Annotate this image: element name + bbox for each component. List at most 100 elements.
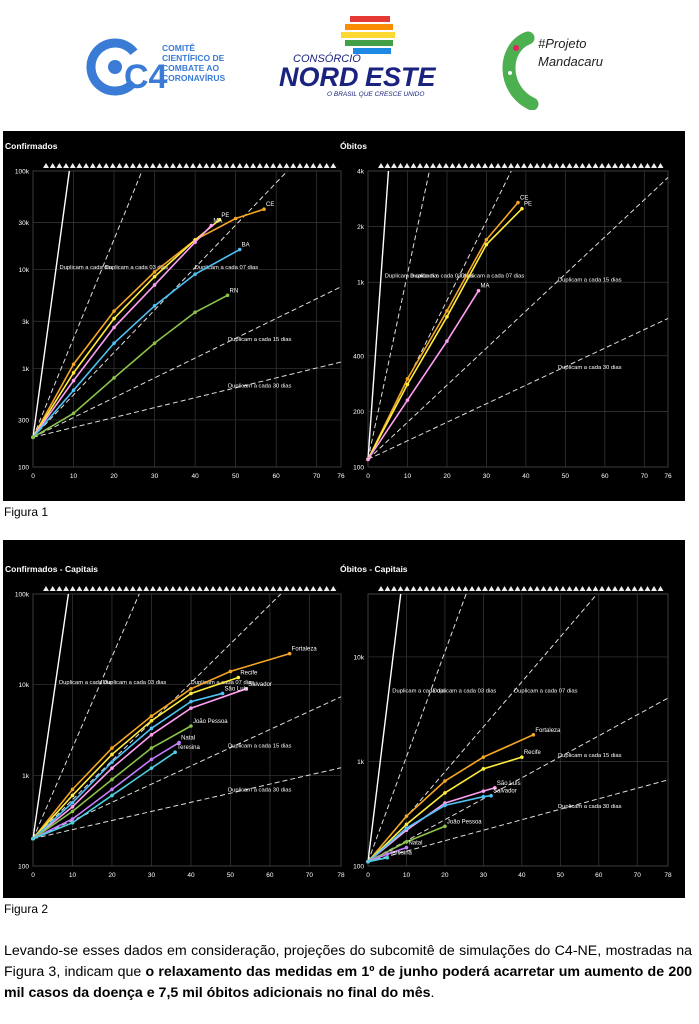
x-tick-label: 20 xyxy=(443,473,451,480)
series-label: Salvador xyxy=(248,682,272,688)
top-marker xyxy=(256,163,263,168)
data-point xyxy=(149,766,154,770)
top-marker xyxy=(169,586,176,591)
data-point xyxy=(237,247,242,252)
top-marker xyxy=(303,586,310,591)
svg-text:CIENTÍFICO DE: CIENTÍFICO DE xyxy=(162,53,225,63)
top-marker xyxy=(283,163,290,168)
data-point xyxy=(152,341,157,345)
top-marker xyxy=(136,586,143,591)
doubling-guide-line xyxy=(367,177,669,460)
guide-label: Duplicam a cada 30 dias xyxy=(228,788,292,794)
y-tick-label: 100 xyxy=(353,465,364,472)
x-tick-label: 10 xyxy=(404,473,412,480)
x-tick-label: 76 xyxy=(337,473,345,480)
data-point xyxy=(193,272,197,276)
series-label: CE xyxy=(266,202,274,208)
top-marker xyxy=(449,586,456,591)
top-marker xyxy=(566,163,573,168)
top-marker xyxy=(612,586,618,591)
top-marker xyxy=(638,163,644,168)
top-marker xyxy=(443,586,449,591)
x-tick-label: 20 xyxy=(108,872,116,879)
top-marker xyxy=(469,586,475,591)
top-marker xyxy=(657,163,664,168)
data-point xyxy=(445,309,449,313)
series-line xyxy=(367,734,534,863)
top-marker xyxy=(423,163,430,168)
chart-panel: Confirmados 0 10 20 30 40 50 60 70 76 100 300 1k 3k 10… xyxy=(5,141,345,480)
data-point xyxy=(70,804,75,809)
data-point xyxy=(71,388,76,393)
top-marker xyxy=(430,586,436,591)
top-marker xyxy=(263,163,270,168)
top-marker xyxy=(391,163,397,168)
top-marker xyxy=(527,586,534,591)
data-point xyxy=(152,270,157,274)
data-point xyxy=(70,800,75,805)
top-marker xyxy=(183,586,190,591)
top-marker xyxy=(618,163,625,168)
top-marker xyxy=(514,586,521,591)
y-tick-label: 100 xyxy=(353,864,364,871)
data-point xyxy=(70,820,75,825)
data-point xyxy=(70,793,75,798)
x-tick-label: 78 xyxy=(337,872,345,879)
data-point xyxy=(71,362,76,367)
doubling-guide-line xyxy=(32,593,70,839)
data-point xyxy=(520,755,524,759)
top-marker xyxy=(651,586,657,591)
y-tick-label: 3k xyxy=(22,319,30,326)
top-marker xyxy=(56,163,63,168)
data-point xyxy=(405,398,410,402)
top-marker xyxy=(63,163,70,168)
y-tick-label: 30k xyxy=(19,220,30,227)
data-point xyxy=(152,283,157,287)
data-point xyxy=(110,787,114,792)
x-tick-label: 30 xyxy=(480,872,488,879)
series-label: Fortaleza xyxy=(535,728,561,734)
top-marker xyxy=(123,586,130,591)
data-point xyxy=(233,216,238,221)
top-marker xyxy=(49,586,56,591)
y-tick-label: 400 xyxy=(353,353,364,360)
top-marker xyxy=(534,163,540,168)
top-marker xyxy=(316,586,323,591)
top-marker xyxy=(378,586,384,591)
series-label: Natal xyxy=(181,736,195,742)
doubling-guide-line xyxy=(367,593,402,862)
top-marker xyxy=(534,586,540,591)
data-point xyxy=(189,687,193,691)
y-tick-label: 100k xyxy=(15,592,30,599)
top-marker xyxy=(276,163,283,168)
top-marker xyxy=(592,163,599,168)
top-marker xyxy=(599,586,605,591)
y-tick-label: 4k xyxy=(357,169,365,176)
top-marker xyxy=(579,163,586,168)
top-marker xyxy=(488,586,495,591)
top-marker xyxy=(323,586,330,591)
top-marker xyxy=(605,163,612,168)
x-tick-label: 60 xyxy=(595,872,603,879)
top-marker xyxy=(456,586,462,591)
data-point xyxy=(112,341,116,345)
chart-title: Óbitos xyxy=(340,140,367,151)
top-marker xyxy=(223,586,230,591)
series-label: São Luís xyxy=(497,781,521,787)
series-line xyxy=(367,208,523,460)
svg-text:Mandacaru: Mandacaru xyxy=(538,54,603,69)
data-point xyxy=(405,382,410,387)
doubling-guide-line xyxy=(367,779,669,863)
svg-text:O BRASIL QUE CRESCE UNIDO: O BRASIL QUE CRESCE UNIDO xyxy=(327,91,424,98)
series-line xyxy=(367,856,388,863)
top-marker xyxy=(482,163,488,168)
data-point xyxy=(443,824,447,829)
top-marker xyxy=(644,163,651,168)
top-marker xyxy=(296,586,303,591)
data-point xyxy=(112,376,116,380)
series-label: Teresina xyxy=(177,745,200,751)
doubling-guide-line xyxy=(32,593,140,839)
data-point xyxy=(481,789,486,793)
series-label: PE xyxy=(221,213,229,219)
top-marker xyxy=(423,586,430,591)
